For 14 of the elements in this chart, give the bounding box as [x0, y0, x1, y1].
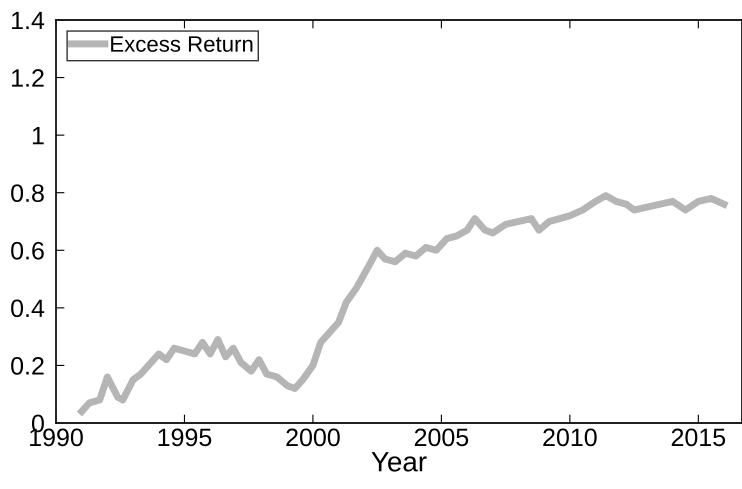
x-tick-label: 1995	[158, 428, 212, 446]
x-tick-label: 2005	[414, 428, 468, 446]
y-tick-label: 0.2	[11, 357, 44, 375]
y-tick-label: 0.6	[11, 242, 44, 260]
legend-label: Excess Return	[111, 36, 252, 52]
x-tick-label: 2010	[543, 428, 597, 446]
x-axis-title: Year	[372, 452, 427, 472]
y-tick-label: 0.8	[11, 184, 44, 202]
y-tick-label: 1.2	[12, 69, 44, 87]
y-tick-label: 0.4	[11, 299, 44, 318]
y-tick-label: 1.4	[12, 12, 44, 30]
x-tick-label: 2015	[672, 428, 726, 446]
x-tick-label: 2000	[286, 428, 340, 446]
y-tick-label: 1	[32, 127, 44, 144]
